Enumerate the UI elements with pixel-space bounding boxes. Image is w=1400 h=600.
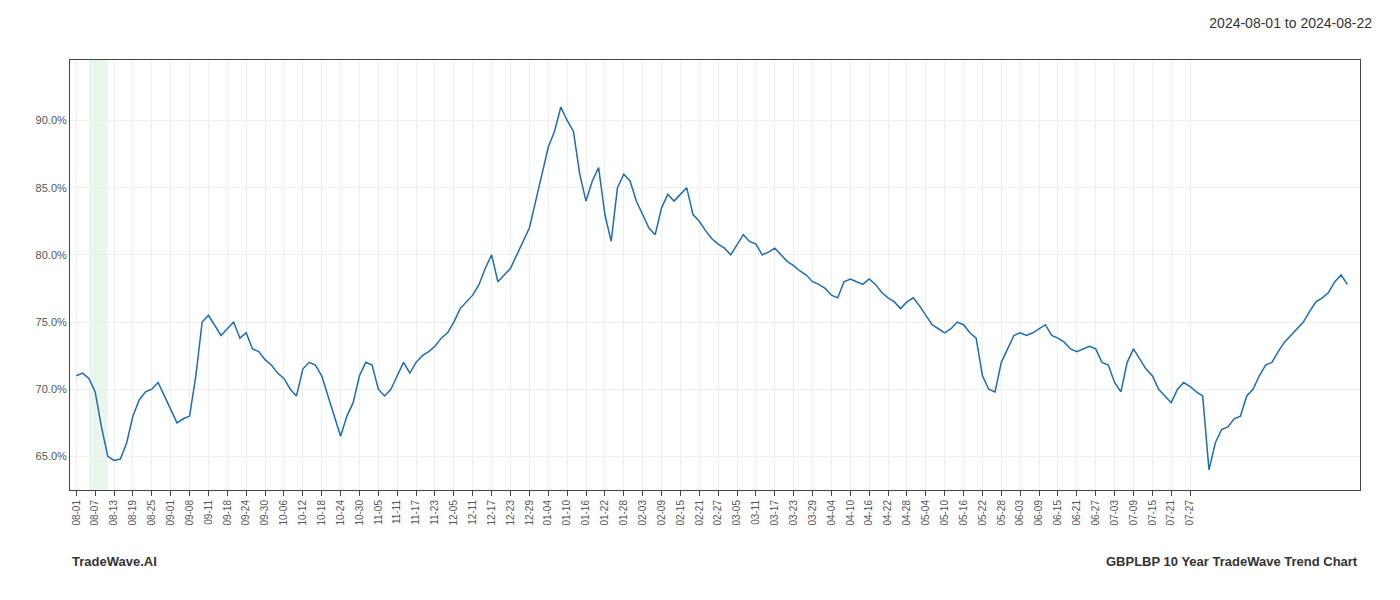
svg-text:08-01: 08-01 <box>71 500 82 526</box>
svg-text:2024-08-01 to 2024-08-22: 2024-08-01 to 2024-08-22 <box>1209 15 1372 31</box>
svg-text:04-10: 04-10 <box>845 500 856 526</box>
svg-text:07-15: 07-15 <box>1147 500 1158 526</box>
svg-text:12-11: 12-11 <box>467 500 478 525</box>
svg-text:02-03: 02-03 <box>637 500 648 526</box>
svg-text:01-28: 01-28 <box>618 500 629 526</box>
svg-text:TradeWave.AI: TradeWave.AI <box>72 554 157 569</box>
svg-text:06-09: 06-09 <box>1033 500 1044 526</box>
svg-text:06-03: 06-03 <box>1014 500 1025 526</box>
svg-text:03-17: 03-17 <box>769 500 780 526</box>
svg-text:12-23: 12-23 <box>505 500 516 526</box>
svg-text:12-05: 12-05 <box>448 500 459 526</box>
svg-text:04-28: 04-28 <box>901 500 912 526</box>
svg-text:01-16: 01-16 <box>580 500 591 526</box>
svg-text:65.0%: 65.0% <box>36 450 67 462</box>
svg-text:10-06: 10-06 <box>278 500 289 526</box>
svg-text:01-04: 01-04 <box>542 500 553 526</box>
svg-text:12-29: 12-29 <box>524 500 535 526</box>
svg-text:11-23: 11-23 <box>429 500 440 525</box>
svg-text:07-21: 07-21 <box>1165 500 1176 526</box>
svg-text:08-07: 08-07 <box>89 500 100 526</box>
svg-text:06-27: 06-27 <box>1090 500 1101 526</box>
svg-text:02-15: 02-15 <box>675 500 686 526</box>
svg-text:06-21: 06-21 <box>1071 500 1082 526</box>
svg-text:04-04: 04-04 <box>826 500 837 526</box>
svg-text:10-12: 10-12 <box>297 500 308 526</box>
svg-text:03-29: 03-29 <box>807 500 818 526</box>
svg-text:09-30: 09-30 <box>259 500 270 526</box>
svg-text:70.0%: 70.0% <box>36 383 67 395</box>
svg-text:02-27: 02-27 <box>712 500 723 526</box>
svg-text:08-25: 08-25 <box>146 500 157 526</box>
svg-text:11-11: 11-11 <box>391 500 402 525</box>
svg-text:07-09: 07-09 <box>1128 500 1139 526</box>
svg-text:05-28: 05-28 <box>996 500 1007 526</box>
svg-text:02-21: 02-21 <box>694 500 705 526</box>
svg-text:02-09: 02-09 <box>656 500 667 526</box>
svg-text:11-17: 11-17 <box>410 500 421 525</box>
svg-text:80.0%: 80.0% <box>36 249 67 261</box>
svg-text:01-22: 01-22 <box>599 500 610 526</box>
svg-text:09-11: 09-11 <box>203 500 214 525</box>
svg-text:04-16: 04-16 <box>863 500 874 526</box>
svg-text:90.0%: 90.0% <box>36 114 67 126</box>
svg-text:03-11: 03-11 <box>750 500 761 525</box>
svg-text:01-10: 01-10 <box>561 500 572 526</box>
svg-text:09-01: 09-01 <box>165 500 176 526</box>
svg-text:10-24: 10-24 <box>335 500 346 526</box>
svg-text:11-05: 11-05 <box>373 500 384 525</box>
svg-text:05-10: 05-10 <box>939 500 950 526</box>
svg-text:12-17: 12-17 <box>486 500 497 526</box>
svg-text:05-22: 05-22 <box>977 500 988 526</box>
svg-text:75.0%: 75.0% <box>36 316 67 328</box>
svg-text:09-18: 09-18 <box>222 500 233 526</box>
svg-text:08-19: 08-19 <box>127 500 138 526</box>
svg-text:03-05: 03-05 <box>731 500 742 526</box>
svg-text:10-18: 10-18 <box>316 500 327 526</box>
svg-text:85.0%: 85.0% <box>36 182 67 194</box>
svg-text:07-27: 07-27 <box>1184 500 1195 526</box>
svg-text:05-04: 05-04 <box>920 500 931 526</box>
svg-text:09-08: 09-08 <box>184 500 195 526</box>
svg-text:03-23: 03-23 <box>788 500 799 526</box>
svg-text:09-24: 09-24 <box>240 500 251 526</box>
svg-text:04-22: 04-22 <box>882 500 893 526</box>
svg-text:GBPLBP 10 Year TradeWave Trend: GBPLBP 10 Year TradeWave Trend Chart <box>1106 554 1358 569</box>
svg-text:08-13: 08-13 <box>108 500 119 526</box>
svg-text:06-15: 06-15 <box>1052 500 1063 526</box>
svg-text:07-03: 07-03 <box>1109 500 1120 526</box>
svg-text:10-30: 10-30 <box>354 500 365 526</box>
svg-text:05-16: 05-16 <box>958 500 969 526</box>
